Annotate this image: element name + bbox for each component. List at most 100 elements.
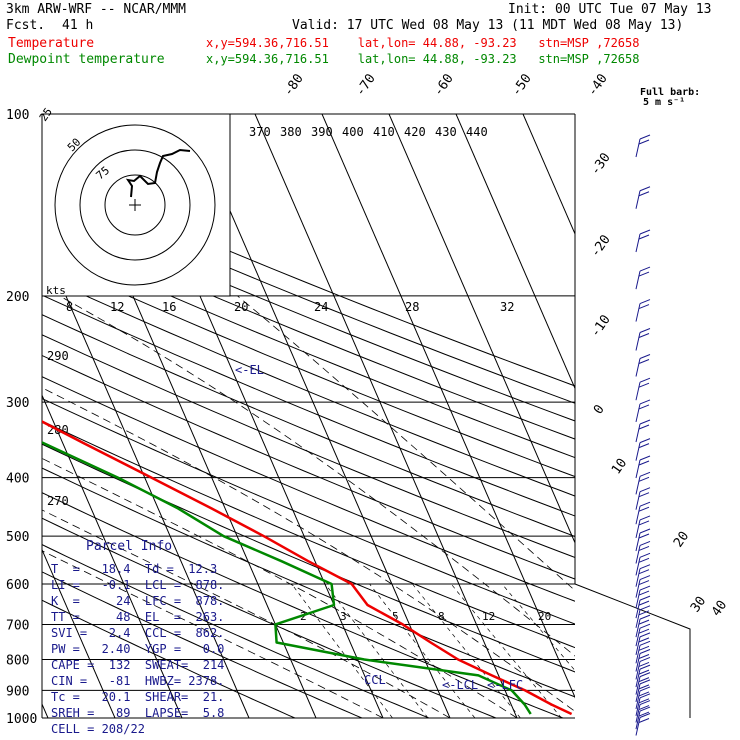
wind-barb-flag xyxy=(638,191,650,197)
pressure-tick-label: 700 xyxy=(6,618,29,633)
wind-barb xyxy=(635,653,641,672)
hodograph-trace xyxy=(125,148,191,198)
isotherm-line xyxy=(42,548,116,718)
wind-barb-flag xyxy=(638,600,650,606)
speed-axis-label: 12 xyxy=(110,300,124,314)
temperature-profile xyxy=(42,420,573,716)
isotherm-tick-label: -50 xyxy=(509,71,535,99)
speed-axis-label: 28 xyxy=(405,300,419,314)
pressure-tick-label: 1000 xyxy=(6,712,37,727)
hodograph-ring-label: 25 xyxy=(37,105,55,123)
isotherm-tick-label: -70 xyxy=(353,71,379,99)
wind-barb-flag xyxy=(638,506,650,512)
wind-barb-flag xyxy=(639,656,651,662)
wind-barb-flag xyxy=(639,419,651,425)
annotations: <-EL CCL <-LCL <-LFC xyxy=(235,363,523,692)
wind-barb-flag xyxy=(638,557,650,563)
wind-barb-flag xyxy=(638,677,650,683)
wind-barb-flag xyxy=(639,595,651,601)
theta-tick-label: 390 xyxy=(311,125,333,139)
wind-barb-flag xyxy=(639,605,651,611)
ccl-annotation: CCL xyxy=(364,673,386,687)
parcel-info-row: CELL = 208/22 xyxy=(51,722,145,736)
mixing-ratio-line xyxy=(324,583,429,718)
wind-barb xyxy=(635,270,641,290)
wind-barb-flag xyxy=(639,564,651,570)
wind-barb xyxy=(635,661,641,680)
isotherm-tick-label: -10 xyxy=(588,312,614,340)
wind-barb xyxy=(635,303,641,322)
parcel-info-title: Parcel Info xyxy=(86,539,173,554)
forecast-hour: 41 h xyxy=(62,18,94,33)
wind-barb-flag xyxy=(638,691,650,697)
wind-barb-flag xyxy=(638,533,650,539)
theta-tick-label: 400 xyxy=(342,125,364,139)
wind-barb xyxy=(635,403,641,423)
wind-barb-flag xyxy=(639,713,651,718)
wind-barb-flag xyxy=(639,266,651,272)
wind-barb xyxy=(635,382,641,401)
hodograph-ring xyxy=(79,149,191,261)
dry-adiabat xyxy=(42,571,363,718)
dry-adiabat xyxy=(42,294,575,517)
dewpoint-profile xyxy=(42,441,532,715)
dry-adiabat xyxy=(42,238,575,459)
dry-adiabat xyxy=(42,376,575,602)
wind-barb xyxy=(635,423,641,443)
wind-barb xyxy=(635,717,641,736)
temperature-legend-label: Temperature xyxy=(8,36,95,51)
barb-legend-units: 5 m s⁻¹ xyxy=(643,97,685,108)
wind-barb-flag xyxy=(639,328,651,333)
wind-barb-flag xyxy=(639,438,651,444)
theta-tick-label: 380 xyxy=(280,125,302,139)
wind-barb xyxy=(635,358,641,377)
theta-tick-label: 440 xyxy=(466,125,488,139)
wind-barb xyxy=(635,683,641,702)
wind-barb-flag xyxy=(639,528,651,534)
dry-adiabat xyxy=(42,517,497,718)
wind-barb-flag xyxy=(638,619,650,625)
mixing-ratio-tick-label: 5 xyxy=(392,610,399,623)
lfc-annotation: <-LFC xyxy=(487,678,523,692)
lcl-annotation: <-LCL xyxy=(442,678,478,692)
theta-tick-label: 430 xyxy=(435,125,457,139)
dry-adiabat xyxy=(42,443,575,673)
dry-adiabat xyxy=(42,169,575,387)
isotherm-line xyxy=(321,114,575,699)
dry-adiabat xyxy=(42,203,575,422)
wind-barb xyxy=(635,190,641,209)
wind-barb-flag xyxy=(639,614,651,620)
wind-barb-flag xyxy=(639,515,651,521)
dry-adiabat xyxy=(42,599,296,718)
valid-time: Valid: 17 UTC Wed 08 May 13 (11 MDT Wed … xyxy=(292,18,684,33)
wind-barb-flag xyxy=(638,443,650,449)
dry-adiabat xyxy=(42,275,575,497)
diagram-lower-right-edge xyxy=(574,536,691,718)
pressure-tick-label: 400 xyxy=(6,472,29,487)
wind-barb-flag xyxy=(638,304,650,310)
wind-barb-flag xyxy=(639,455,651,461)
pressure-tick-label: 800 xyxy=(6,653,29,668)
wind-barb-flag xyxy=(639,623,651,629)
init-time: Init: 00 UTC Tue 07 May 13 xyxy=(508,2,712,17)
wind-barb-flag xyxy=(638,661,650,667)
wind-barb-flag xyxy=(639,632,651,638)
parcel-info-row: SVI = 2.4 CCL = 862. xyxy=(51,626,225,640)
isotherm-tick-label: 10 xyxy=(609,456,630,477)
speed-axis-label: 8 xyxy=(66,300,73,314)
wind-barb-flag xyxy=(639,501,651,507)
wind-barb xyxy=(635,332,641,351)
wind-barb-flag xyxy=(638,684,650,690)
dry-adiabat xyxy=(42,354,575,580)
hodograph-ring xyxy=(104,174,166,236)
isotherm-tick-label: 40 xyxy=(709,598,730,619)
wind-barb xyxy=(635,579,641,598)
dry-adiabat xyxy=(42,420,575,649)
wind-barb xyxy=(635,628,641,647)
wind-barb xyxy=(635,697,641,716)
wind-barb xyxy=(635,589,641,609)
wind-barb-flag xyxy=(638,359,650,364)
wind-barb-flag xyxy=(638,271,650,277)
isotherm-line xyxy=(254,114,518,718)
